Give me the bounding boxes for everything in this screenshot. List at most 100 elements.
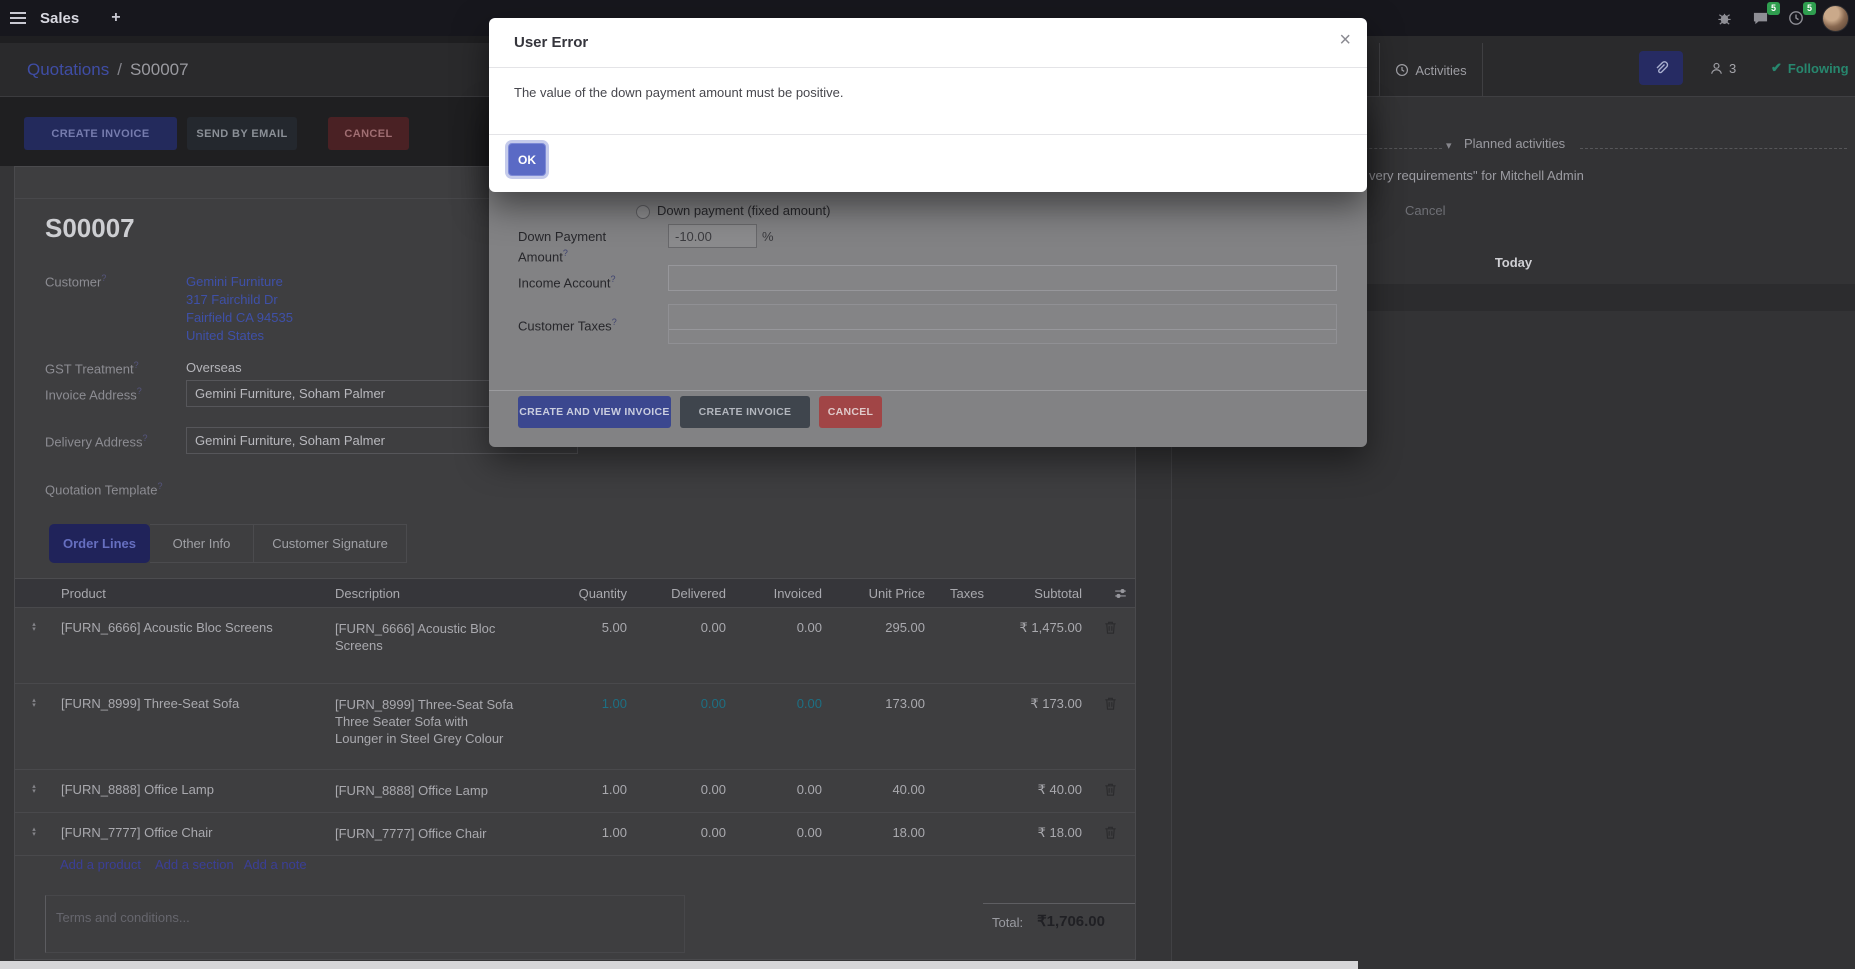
dialog-cancel-button[interactable]: CANCEL: [819, 396, 882, 428]
col-quantity[interactable]: Quantity: [578, 586, 627, 601]
dialog-create-invoice-button[interactable]: CREATE INVOICE: [680, 396, 810, 428]
breadcrumb-current: S00007: [129, 59, 189, 79]
add-a-note-link[interactable]: Add a note: [243, 857, 307, 872]
tab-customer-signature[interactable]: Customer Signature: [254, 524, 407, 563]
activity-summary: very requirements" for Mitchell Admin: [1369, 168, 1584, 183]
paperclip-icon: [1653, 60, 1669, 76]
tab-order-lines[interactable]: Order Lines: [49, 524, 150, 563]
ok-button[interactable]: OK: [508, 143, 546, 176]
delete-row-icon[interactable]: [1086, 770, 1135, 812]
col-invoiced[interactable]: Invoiced: [773, 586, 822, 601]
drag-handle-icon[interactable]: ▴ ▾: [32, 826, 36, 838]
new-tab-plus-icon[interactable]: +: [111, 9, 121, 26]
col-taxes[interactable]: Taxes: [950, 586, 984, 601]
total-label: Total:: [992, 915, 1024, 930]
row-product: [FURN_7777] Office Chair: [61, 825, 213, 840]
table-row[interactable]: ▴ ▾ [FURN_8888] Office Lamp [FURN_8888] O…: [15, 770, 1135, 813]
help-icon: ?: [136, 386, 142, 396]
delete-row-icon[interactable]: [1086, 813, 1135, 855]
tab-activities-label: Activities: [1415, 62, 1467, 78]
breadcrumb-quotations-link[interactable]: Quotations: [27, 59, 110, 79]
app-name[interactable]: Sales: [40, 9, 80, 27]
drag-handle-icon[interactable]: ▴ ▾: [32, 697, 36, 709]
order-name: S00007: [45, 213, 135, 243]
customer-value: Gemini Furniture 317 Fairchild Dr Fairfi…: [186, 273, 293, 345]
down-payment-fixed-radio[interactable]: [636, 205, 650, 219]
income-account-input[interactable]: [668, 265, 1337, 291]
notebook-tabs: Order Lines Other Info Customer Signatur…: [49, 524, 407, 563]
down-payment-fixed-label[interactable]: Down payment (fixed amount): [657, 203, 831, 218]
row-unit-price: 295.00: [885, 620, 925, 635]
row-invoiced: 0.00: [796, 825, 822, 840]
tab-other-info[interactable]: Other Info: [150, 524, 254, 563]
messages-icon[interactable]: 5: [1750, 2, 1780, 28]
col-description[interactable]: Description: [335, 586, 401, 601]
customer-name-link[interactable]: Gemini Furniture: [186, 274, 283, 289]
dialog-footer-divider: [489, 390, 1367, 391]
help-icon: ?: [101, 273, 107, 283]
tab-activities[interactable]: Activities: [1379, 43, 1483, 97]
horizontal-scrollbar[interactable]: [0, 961, 1358, 969]
row-quantity: 1.00: [601, 825, 627, 840]
activity-cancel-link[interactable]: Cancel: [1405, 203, 1446, 218]
col-unit-price[interactable]: Unit Price: [868, 586, 925, 601]
activities-clock-icon[interactable]: 5: [1786, 2, 1816, 28]
user-avatar[interactable]: [1822, 4, 1849, 32]
row-invoiced: 0.00: [796, 782, 822, 797]
row-product: [FURN_8999] Three-Seat Sofa: [61, 696, 240, 711]
person-icon: [1709, 61, 1724, 76]
optional-columns-icon[interactable]: [1114, 587, 1127, 600]
row-taxes: [929, 684, 1006, 769]
table-row[interactable]: ▴ ▾ [FURN_8999] Three-Seat Sofa [FURN_899…: [15, 684, 1135, 770]
following-button[interactable]: ✔ Following: [1771, 51, 1849, 85]
check-icon: ✔: [1771, 60, 1782, 75]
modal-header: User Error ×: [489, 18, 1367, 68]
add-a-product-link[interactable]: Add a product: [60, 857, 141, 872]
help-icon: ?: [610, 274, 616, 284]
create-invoice-button[interactable]: CREATE INVOICE: [24, 117, 177, 150]
debug-bug-icon[interactable]: [1714, 8, 1734, 28]
row-unit-price: 173.00: [885, 696, 925, 711]
row-quantity: 1.00: [601, 696, 627, 711]
customer-taxes-input[interactable]: [668, 304, 1337, 344]
followers-button[interactable]: 3: [1709, 51, 1736, 85]
customer-country-link[interactable]: United States: [186, 328, 265, 343]
table-header: Product Description Quantity Delivered I…: [15, 578, 1135, 608]
table-row[interactable]: ▴ ▾ [FURN_6666] Acoustic Bloc Screens [FU…: [15, 608, 1135, 684]
customer-city-link[interactable]: Fairfield CA 94535: [186, 310, 293, 325]
drag-handle-icon[interactable]: ▴ ▾: [32, 783, 36, 795]
delete-row-icon[interactable]: [1086, 608, 1135, 683]
customer-taxes-label: Customer Taxes?: [518, 317, 617, 334]
create-and-view-invoice-button[interactable]: CREATE AND VIEW INVOICE: [518, 396, 671, 428]
income-account-label: Income Account?: [518, 274, 616, 291]
delete-row-icon[interactable]: [1086, 684, 1135, 769]
send-by-email-button[interactable]: SEND BY EMAIL: [187, 117, 297, 150]
add-a-section-link[interactable]: Add a section: [154, 857, 234, 872]
row-product: [FURN_6666] Acoustic Bloc Screens: [61, 620, 273, 635]
chevron-down-icon[interactable]: ▾: [1446, 140, 1452, 152]
row-invoiced: 0.00: [796, 696, 822, 711]
down-payment-amount-input[interactable]: [668, 224, 757, 248]
planned-activities-header[interactable]: Planned activities: [1464, 136, 1566, 151]
row-subtotal: ₹ 40.00: [1037, 782, 1082, 797]
invoice-address-label: Invoice Address?: [45, 386, 142, 403]
table-row[interactable]: ▴ ▾ [FURN_7777] Office Chair [FURN_7777] …: [15, 813, 1135, 856]
close-icon[interactable]: ×: [1339, 29, 1351, 51]
table-add-links: Add a product Add a section Add a note: [60, 857, 307, 872]
col-subtotal[interactable]: Subtotal: [1034, 586, 1082, 601]
down-payment-amount-label: Down Payment Amount?: [518, 229, 607, 265]
row-description: [FURN_6666] Acoustic Bloc Screens: [335, 621, 496, 653]
help-icon: ?: [133, 360, 139, 370]
drag-handle-icon[interactable]: ▴ ▾: [32, 621, 36, 633]
row-invoiced: 0.00: [796, 620, 822, 635]
cancel-order-button[interactable]: CANCEL: [328, 117, 409, 150]
attachments-button[interactable]: [1639, 51, 1683, 85]
col-delivered[interactable]: Delivered: [671, 586, 726, 601]
row-description: [FURN_7777] Office Chair: [335, 826, 487, 841]
delivery-address-label: Delivery Address?: [45, 433, 148, 450]
terms-and-conditions-input[interactable]: [45, 895, 685, 953]
apps-menu-icon[interactable]: [10, 12, 26, 24]
customer-street-link[interactable]: 317 Fairchild Dr: [186, 292, 278, 307]
col-product[interactable]: Product: [61, 586, 106, 601]
